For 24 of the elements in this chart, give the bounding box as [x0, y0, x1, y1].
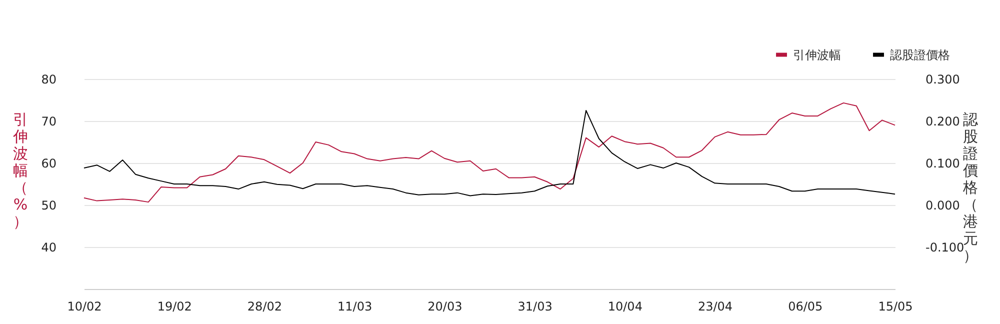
y2-tick-label: 0.100	[926, 156, 960, 170]
x-tick-label: 10/04	[608, 300, 642, 314]
x-tick-label: 23/04	[698, 300, 733, 314]
y-tick-label: 80	[41, 72, 56, 86]
y-tick-label: 60	[41, 156, 56, 170]
x-tick-label: 28/02	[247, 300, 282, 314]
x-tick-label: 31/03	[518, 300, 552, 314]
y-tick-label: 70	[41, 114, 56, 128]
y2-tick-label: 0.300	[926, 72, 960, 86]
legend-label: 認股證價格	[890, 48, 950, 62]
y-tick-label: 50	[41, 198, 56, 212]
y-tick-label: 40	[41, 240, 56, 254]
y2-tick-label: -0.100	[926, 240, 964, 254]
y2-tick-label: 0.000	[926, 198, 960, 212]
x-tick-label: 19/02	[157, 300, 192, 314]
x-tick-label: 06/05	[788, 300, 823, 314]
x-tick-label: 11/03	[338, 300, 372, 314]
legend-label: 引伸波幅	[793, 48, 841, 62]
text: 認股證價格（港元）	[963, 110, 978, 264]
x-tick-label: 20/03	[428, 300, 462, 314]
y2-tick-label: 0.200	[926, 114, 960, 128]
x-tick-label: 10/02	[67, 300, 102, 314]
y-axis-title: 引伸波幅（%）	[12, 110, 28, 230]
x-tick-label: 15/05	[878, 300, 913, 314]
